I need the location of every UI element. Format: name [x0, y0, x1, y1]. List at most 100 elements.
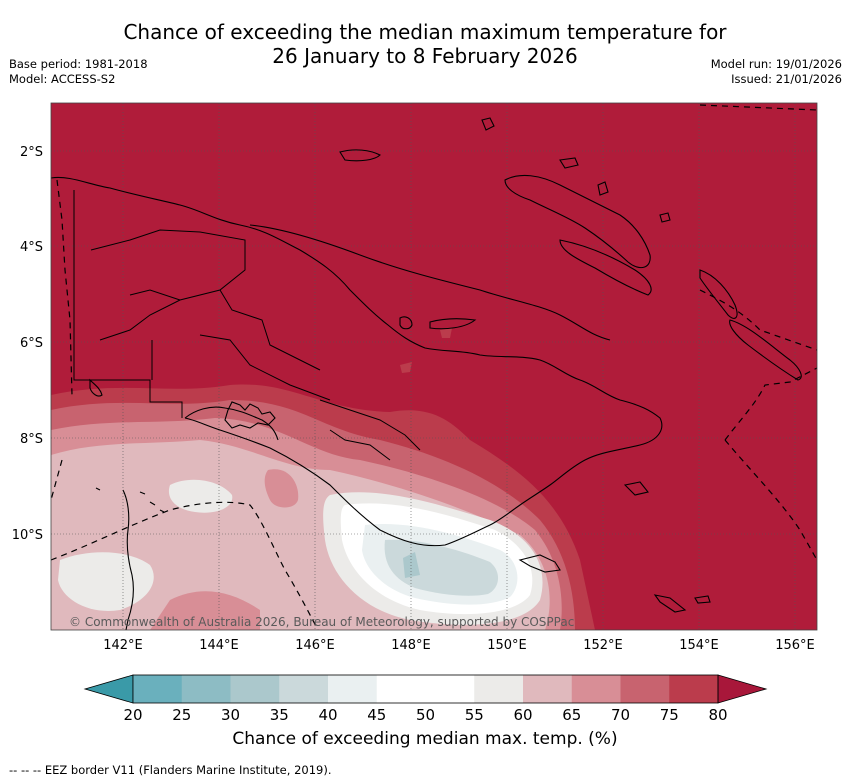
- band-65-south: [150, 591, 260, 630]
- eez-south: [51, 501, 319, 630]
- islet-2: [559, 157, 579, 169]
- eez-east-1: [699, 289, 817, 351]
- eez-west: [56, 179, 73, 396]
- colorbar-segment: [571, 675, 621, 703]
- new-britain: [504, 174, 651, 269]
- eez-footnote: -- -- -- EEZ border V11 (Flanders Marine…: [9, 763, 332, 777]
- colorbar-tick-label: 80: [708, 706, 727, 724]
- meta-left: Base period: 1981-2018 Model: ACCESS-S2: [9, 57, 148, 87]
- trobriand-coast: [429, 318, 477, 330]
- model-run: Model run: 19/01/2026: [710, 57, 842, 71]
- lon-labels: 142°E 144°E 146°E 148°E 150°E 152°E 154°…: [103, 638, 815, 653]
- fly-delta-coast: [184, 406, 279, 441]
- lon-label-152e: 152°E: [583, 638, 623, 653]
- issued-date: Issued: 21/01/2026: [731, 72, 842, 86]
- lon-label-156e: 156°E: [775, 638, 815, 653]
- bougainville: [699, 269, 738, 319]
- eez-sw-1: [51, 459, 63, 501]
- colorbar-tick-label: 65: [562, 706, 581, 724]
- new-guinea-coast: [51, 176, 663, 547]
- cape-york-coast: [122, 489, 134, 630]
- colorbar-tick-label: 30: [221, 706, 240, 724]
- lat-labels: 2°S 4°S 6°S 8°S 10°S: [12, 145, 43, 543]
- title-line-2: 26 January to 8 February 2026: [272, 44, 578, 68]
- new-ireland: [559, 239, 652, 296]
- colorbar-tick-label: 20: [123, 706, 142, 724]
- colorbar-segment: [328, 675, 378, 703]
- colorbar-segment: [376, 675, 426, 703]
- colorbar-segment: [474, 675, 524, 703]
- islet-7: [694, 595, 711, 604]
- colorbar-tick-label: 70: [611, 706, 630, 724]
- colorbar-tick-label: 35: [270, 706, 289, 724]
- lat-label-2s: 2°S: [20, 145, 43, 160]
- north-coast: [249, 224, 611, 341]
- lon-label-150e: 150°E: [487, 638, 527, 653]
- patch-north-2: [400, 362, 412, 373]
- lon-label-144e: 144°E: [199, 638, 239, 653]
- colorbar-tick-label: 25: [172, 706, 191, 724]
- fly-river-mouth: [224, 401, 276, 429]
- band-30-patch: [403, 552, 420, 578]
- colorbar-extend-high: [717, 674, 768, 704]
- copyright-notice: © Commonwealth of Australia 2026, Bureau…: [69, 615, 574, 629]
- colorbar-tick-label: 75: [660, 706, 679, 724]
- band-55-central: [168, 479, 233, 513]
- louisiade-1: [518, 554, 561, 573]
- islet-5: [399, 316, 413, 330]
- colorbar-segment: [181, 675, 231, 703]
- eez-north: [699, 104, 817, 111]
- solomon-islands: [729, 319, 802, 381]
- lon-label-146e: 146°E: [295, 638, 335, 653]
- band-65-patch: [264, 469, 299, 508]
- province-border-3: [319, 399, 421, 461]
- eez-borders: [51, 104, 817, 630]
- manus-island: [339, 149, 381, 162]
- png-indonesia-border: [73, 190, 183, 418]
- lat-label-10s: 10°S: [12, 528, 43, 543]
- patch-north: [440, 328, 452, 338]
- chart-title: Chance of exceeding the median maximum t…: [0, 20, 850, 68]
- islet-3: [597, 181, 609, 196]
- colorbar-tick-label: 45: [367, 706, 386, 724]
- colorbar-extend-low: [83, 674, 134, 704]
- colorbar-segment: [133, 675, 183, 703]
- torres-islets: [95, 487, 165, 513]
- coastlines: [51, 117, 802, 630]
- lat-label-4s: 4°S: [20, 240, 43, 255]
- lon-label-148e: 148°E: [391, 638, 431, 653]
- rennell: [653, 594, 687, 613]
- colorbar-segment: [425, 675, 475, 703]
- province-border-1: [90, 229, 246, 341]
- borders: [73, 190, 421, 461]
- model-name: Model: ACCESS-S2: [9, 72, 116, 86]
- colorbar-tick-label: 40: [318, 706, 337, 724]
- colorbar-label: Chance of exceeding median max. temp. (%…: [232, 729, 618, 749]
- colorbar-tick-label: 60: [513, 706, 532, 724]
- province-border-2: [129, 289, 331, 401]
- frederik-hendrik-islet: [89, 378, 103, 397]
- islet-1: [481, 117, 495, 131]
- colorbar-segment: [279, 675, 329, 703]
- islet-6: [623, 481, 649, 496]
- map-frame: [50, 102, 818, 631]
- colorbar-tick-label: 50: [416, 706, 435, 724]
- eez-east-3: [724, 439, 817, 561]
- colorbar-segment: [230, 675, 280, 703]
- colorbar-segment: [620, 675, 670, 703]
- islet-4: [659, 212, 671, 223]
- meta-right: Model run: 19/01/2026 Issued: 21/01/2026: [711, 57, 842, 87]
- colorbar-segment: [523, 675, 573, 703]
- colorbar-frame: [132, 674, 719, 704]
- base-period: Base period: 1981-2018: [9, 57, 148, 71]
- map-gridlines: [51, 103, 817, 630]
- eez-east-2: [724, 367, 817, 441]
- lon-label-142e: 142°E: [103, 638, 143, 653]
- title-line-1: Chance of exceeding the median maximum t…: [123, 20, 727, 44]
- lat-label-6s: 6°S: [20, 336, 43, 351]
- colorbar: 20 25 30 35 40 45 50 55 60 65 70 75 80: [83, 674, 768, 724]
- lon-label-154e: 154°E: [679, 638, 719, 653]
- lat-label-8s: 8°S: [20, 432, 43, 447]
- colorbar-segment: [669, 675, 719, 703]
